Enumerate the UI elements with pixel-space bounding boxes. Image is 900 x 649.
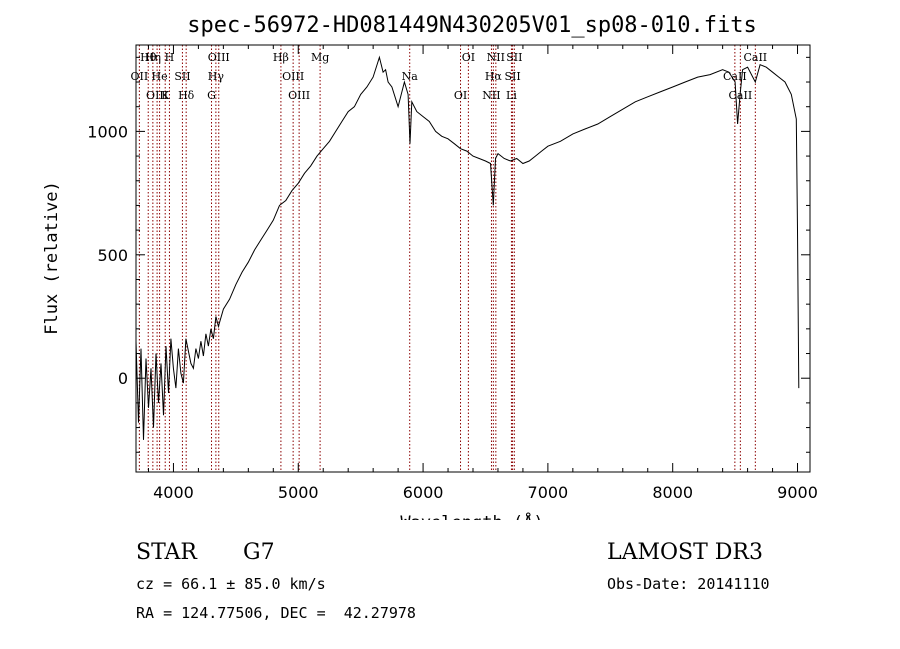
line-label-1: OII [131, 70, 149, 83]
spectral-line-markers [138, 45, 756, 472]
y-tick-label-1: 500 [97, 246, 128, 265]
line-label-9: OIII [208, 51, 230, 64]
x-tick-label-1: 5000 [278, 483, 319, 502]
line-label-3: Hη [145, 51, 161, 64]
line-label-24: SII [506, 51, 522, 64]
line-label-13: OIII [282, 70, 304, 83]
y-axis-label: Flux (relative) [42, 181, 62, 335]
line-label-8: Hδ [178, 89, 195, 102]
survey-label: LAMOST DR3 [607, 540, 763, 565]
x-axis-ticks: 4000 5000 6000 7000 8000 9000 [147, 45, 818, 502]
plot-frame [135, 44, 811, 473]
classification-label: STAR [136, 540, 197, 565]
obs-date-readout: Obs-Date: 20141110 [607, 575, 770, 593]
y-tick-label-2: 1000 [87, 122, 128, 141]
line-label-27: CaII [743, 51, 767, 64]
line-label-17: OI [454, 89, 467, 102]
x-tick-label-3: 7000 [528, 483, 569, 502]
coordinates-readout: RA = 124.77506, DEC = 42.27978 [136, 604, 416, 622]
flux-series-line [135, 55, 800, 440]
line-label-25: CaII [723, 70, 747, 83]
spectrum-chart: spec-56972-HD081449N430205V01_sp08-010.f… [42, 13, 818, 520]
line-label-7: SII [174, 70, 190, 83]
line-label-10: Hγ [208, 70, 225, 83]
line-label-0: Hθ [140, 51, 157, 64]
redshift-readout: cz = 66.1 ± 85.0 km/s [136, 575, 326, 593]
line-label-2: OIII [146, 89, 168, 102]
line-label-20: NII [482, 89, 500, 102]
line-label-5: K [161, 89, 170, 102]
line-label-16: Na [402, 70, 419, 83]
line-label-15: Mg [311, 51, 329, 64]
line-label-22: SII [504, 70, 520, 83]
x-tick-label-4: 8000 [652, 483, 693, 502]
line-label-18: OI [462, 51, 475, 64]
x-tick-label-0: 4000 [153, 483, 194, 502]
line-label-6: H [165, 51, 175, 64]
x-tick-label-2: 6000 [403, 483, 444, 502]
chart-title: spec-56972-HD081449N430205V01_sp08-010.f… [187, 13, 757, 38]
line-label-19: Hα [485, 70, 503, 83]
y-axis-ticks: 0 500 1000 [87, 56, 810, 453]
line-label-14: OIII [288, 89, 310, 102]
x-tick-label-5: 9000 [777, 483, 818, 502]
y-tick-label-0: 0 [118, 369, 128, 388]
line-label-11: G [207, 89, 216, 102]
line-label-4: He [152, 70, 168, 83]
line-label-23: Li [506, 89, 517, 102]
x-axis-label: Wavelength (Å) [400, 511, 543, 520]
subclass-label: G7 [243, 540, 275, 565]
spectral-line-labels: Hθ OII OIII Hη He K H SII Hδ OIII Hγ G Hβ OIII OIII Mg N… [131, 51, 768, 102]
line-label-21: NII [487, 51, 505, 64]
line-label-12: Hβ [273, 51, 289, 64]
